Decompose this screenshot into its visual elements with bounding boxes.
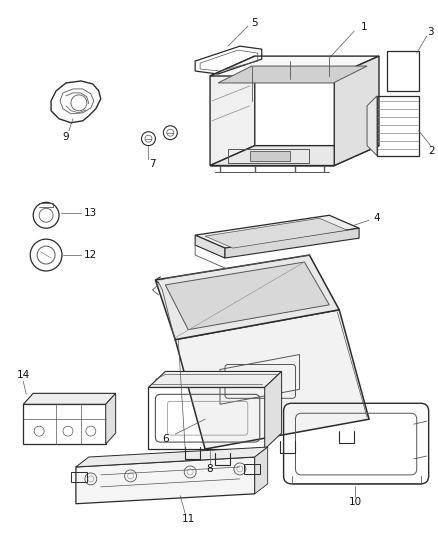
Polygon shape [106,393,116,444]
Polygon shape [195,235,225,258]
Text: 8: 8 [207,464,213,474]
Text: 3: 3 [427,27,434,37]
Text: 9: 9 [63,132,69,142]
Text: 14: 14 [17,370,30,381]
Polygon shape [195,215,359,248]
Polygon shape [265,372,282,449]
Text: 4: 4 [374,213,380,223]
Text: 11: 11 [182,514,195,524]
Polygon shape [165,262,329,330]
Polygon shape [218,66,367,83]
Polygon shape [210,56,379,76]
Polygon shape [250,151,290,160]
Polygon shape [148,372,282,387]
Polygon shape [334,56,379,166]
Polygon shape [175,310,369,449]
Text: 7: 7 [149,158,156,168]
Polygon shape [367,96,377,156]
Text: 2: 2 [428,146,435,156]
Polygon shape [210,56,255,166]
Polygon shape [155,255,339,340]
Text: 10: 10 [349,497,362,507]
Polygon shape [205,218,347,248]
Polygon shape [76,457,255,504]
Text: 5: 5 [251,18,258,28]
Polygon shape [225,228,359,258]
Text: 1: 1 [361,22,367,33]
Polygon shape [23,393,116,404]
Polygon shape [255,447,268,494]
Text: 13: 13 [84,208,97,219]
Text: 6: 6 [162,434,169,444]
Text: 12: 12 [84,250,97,260]
Polygon shape [210,146,379,166]
Polygon shape [76,447,268,467]
